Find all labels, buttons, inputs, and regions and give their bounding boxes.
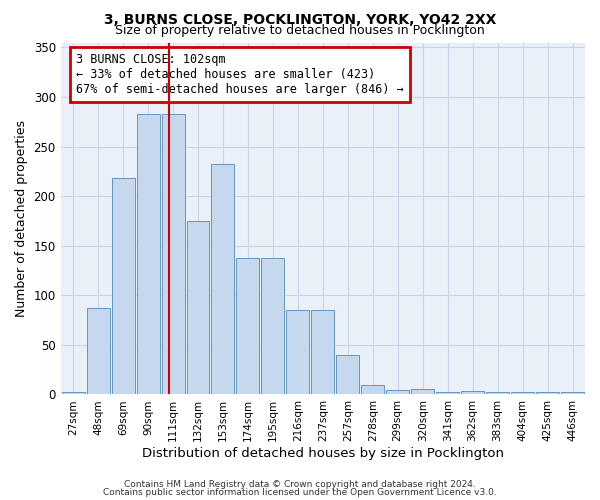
Bar xyxy=(311,310,334,394)
Bar xyxy=(262,258,284,394)
Text: Contains public sector information licensed under the Open Government Licence v3: Contains public sector information licen… xyxy=(103,488,497,497)
Bar xyxy=(511,392,534,394)
Bar xyxy=(286,310,310,394)
Text: 3, BURNS CLOSE, POCKLINGTON, YORK, YO42 2XX: 3, BURNS CLOSE, POCKLINGTON, YORK, YO42 … xyxy=(104,12,496,26)
Text: 3 BURNS CLOSE: 102sqm
← 33% of detached houses are smaller (423)
67% of semi-det: 3 BURNS CLOSE: 102sqm ← 33% of detached … xyxy=(76,53,404,96)
Bar xyxy=(161,114,185,394)
Bar xyxy=(386,390,409,394)
Bar xyxy=(361,384,384,394)
Bar xyxy=(236,258,259,394)
Bar xyxy=(486,392,509,394)
Bar xyxy=(561,392,584,394)
Bar xyxy=(187,221,209,394)
Bar xyxy=(86,308,110,394)
Bar xyxy=(536,392,559,394)
Text: Size of property relative to detached houses in Pocklington: Size of property relative to detached ho… xyxy=(115,24,485,37)
Bar xyxy=(137,114,160,394)
Bar xyxy=(461,392,484,394)
Bar xyxy=(112,178,134,394)
Bar xyxy=(436,392,459,394)
X-axis label: Distribution of detached houses by size in Pocklington: Distribution of detached houses by size … xyxy=(142,447,504,460)
Bar xyxy=(337,355,359,395)
Bar xyxy=(62,392,85,394)
Bar xyxy=(411,388,434,394)
Text: Contains HM Land Registry data © Crown copyright and database right 2024.: Contains HM Land Registry data © Crown c… xyxy=(124,480,476,489)
Bar xyxy=(211,164,235,394)
Y-axis label: Number of detached properties: Number of detached properties xyxy=(15,120,28,317)
